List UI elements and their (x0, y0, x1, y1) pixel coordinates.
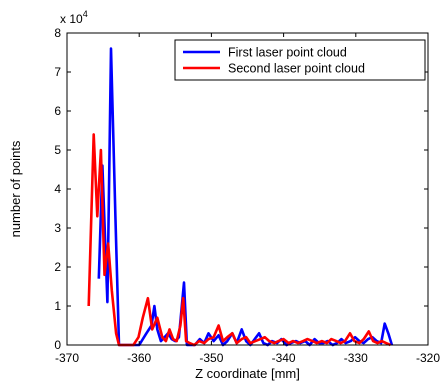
y-multiplier-exponent: 4 (83, 9, 88, 19)
axes-layer: -370 -360 -350 -340 -330 -320 0 1 2 3 4 5 6 7 8 (54, 26, 440, 365)
y-tick-label: 4 (54, 182, 61, 196)
y-tick-label: 5 (54, 143, 61, 157)
legend-entry-label: Second laser point cloud (228, 62, 365, 76)
y-axis-label: number of points (8, 140, 23, 237)
x-tick-label: -360 (127, 351, 151, 365)
y-multiplier-base: x 10 (60, 12, 83, 26)
y-tick-label: 0 (54, 338, 61, 352)
legend-box (174, 39, 426, 81)
y-tick-label: 3 (54, 221, 61, 235)
x-axis-label: Z coordinate [mm] (195, 366, 300, 381)
x-tick-label: -370 (55, 351, 79, 365)
series-layer (87, 47, 394, 347)
plot-background (67, 33, 428, 345)
legend-entry-label: First laser point cloud (228, 46, 347, 60)
series-line-2 (87, 133, 392, 347)
y-tick-label: 2 (54, 260, 61, 274)
plot-area (67, 33, 428, 345)
x-tick-label: -340 (272, 351, 296, 365)
series-line-1 (97, 47, 394, 347)
y-tick-label: 6 (54, 104, 61, 118)
x-tick-label: -330 (344, 351, 368, 365)
y-axis-multiplier: x 104 (60, 9, 88, 26)
x-tick-label: -320 (416, 351, 440, 365)
y-tick-label: 7 (54, 65, 61, 79)
x-tick-label: -350 (199, 351, 223, 365)
y-tick-label: 1 (54, 299, 61, 313)
y-tick-label: 8 (54, 26, 61, 40)
legend: First laser point cloud Second laser poin… (174, 39, 426, 81)
